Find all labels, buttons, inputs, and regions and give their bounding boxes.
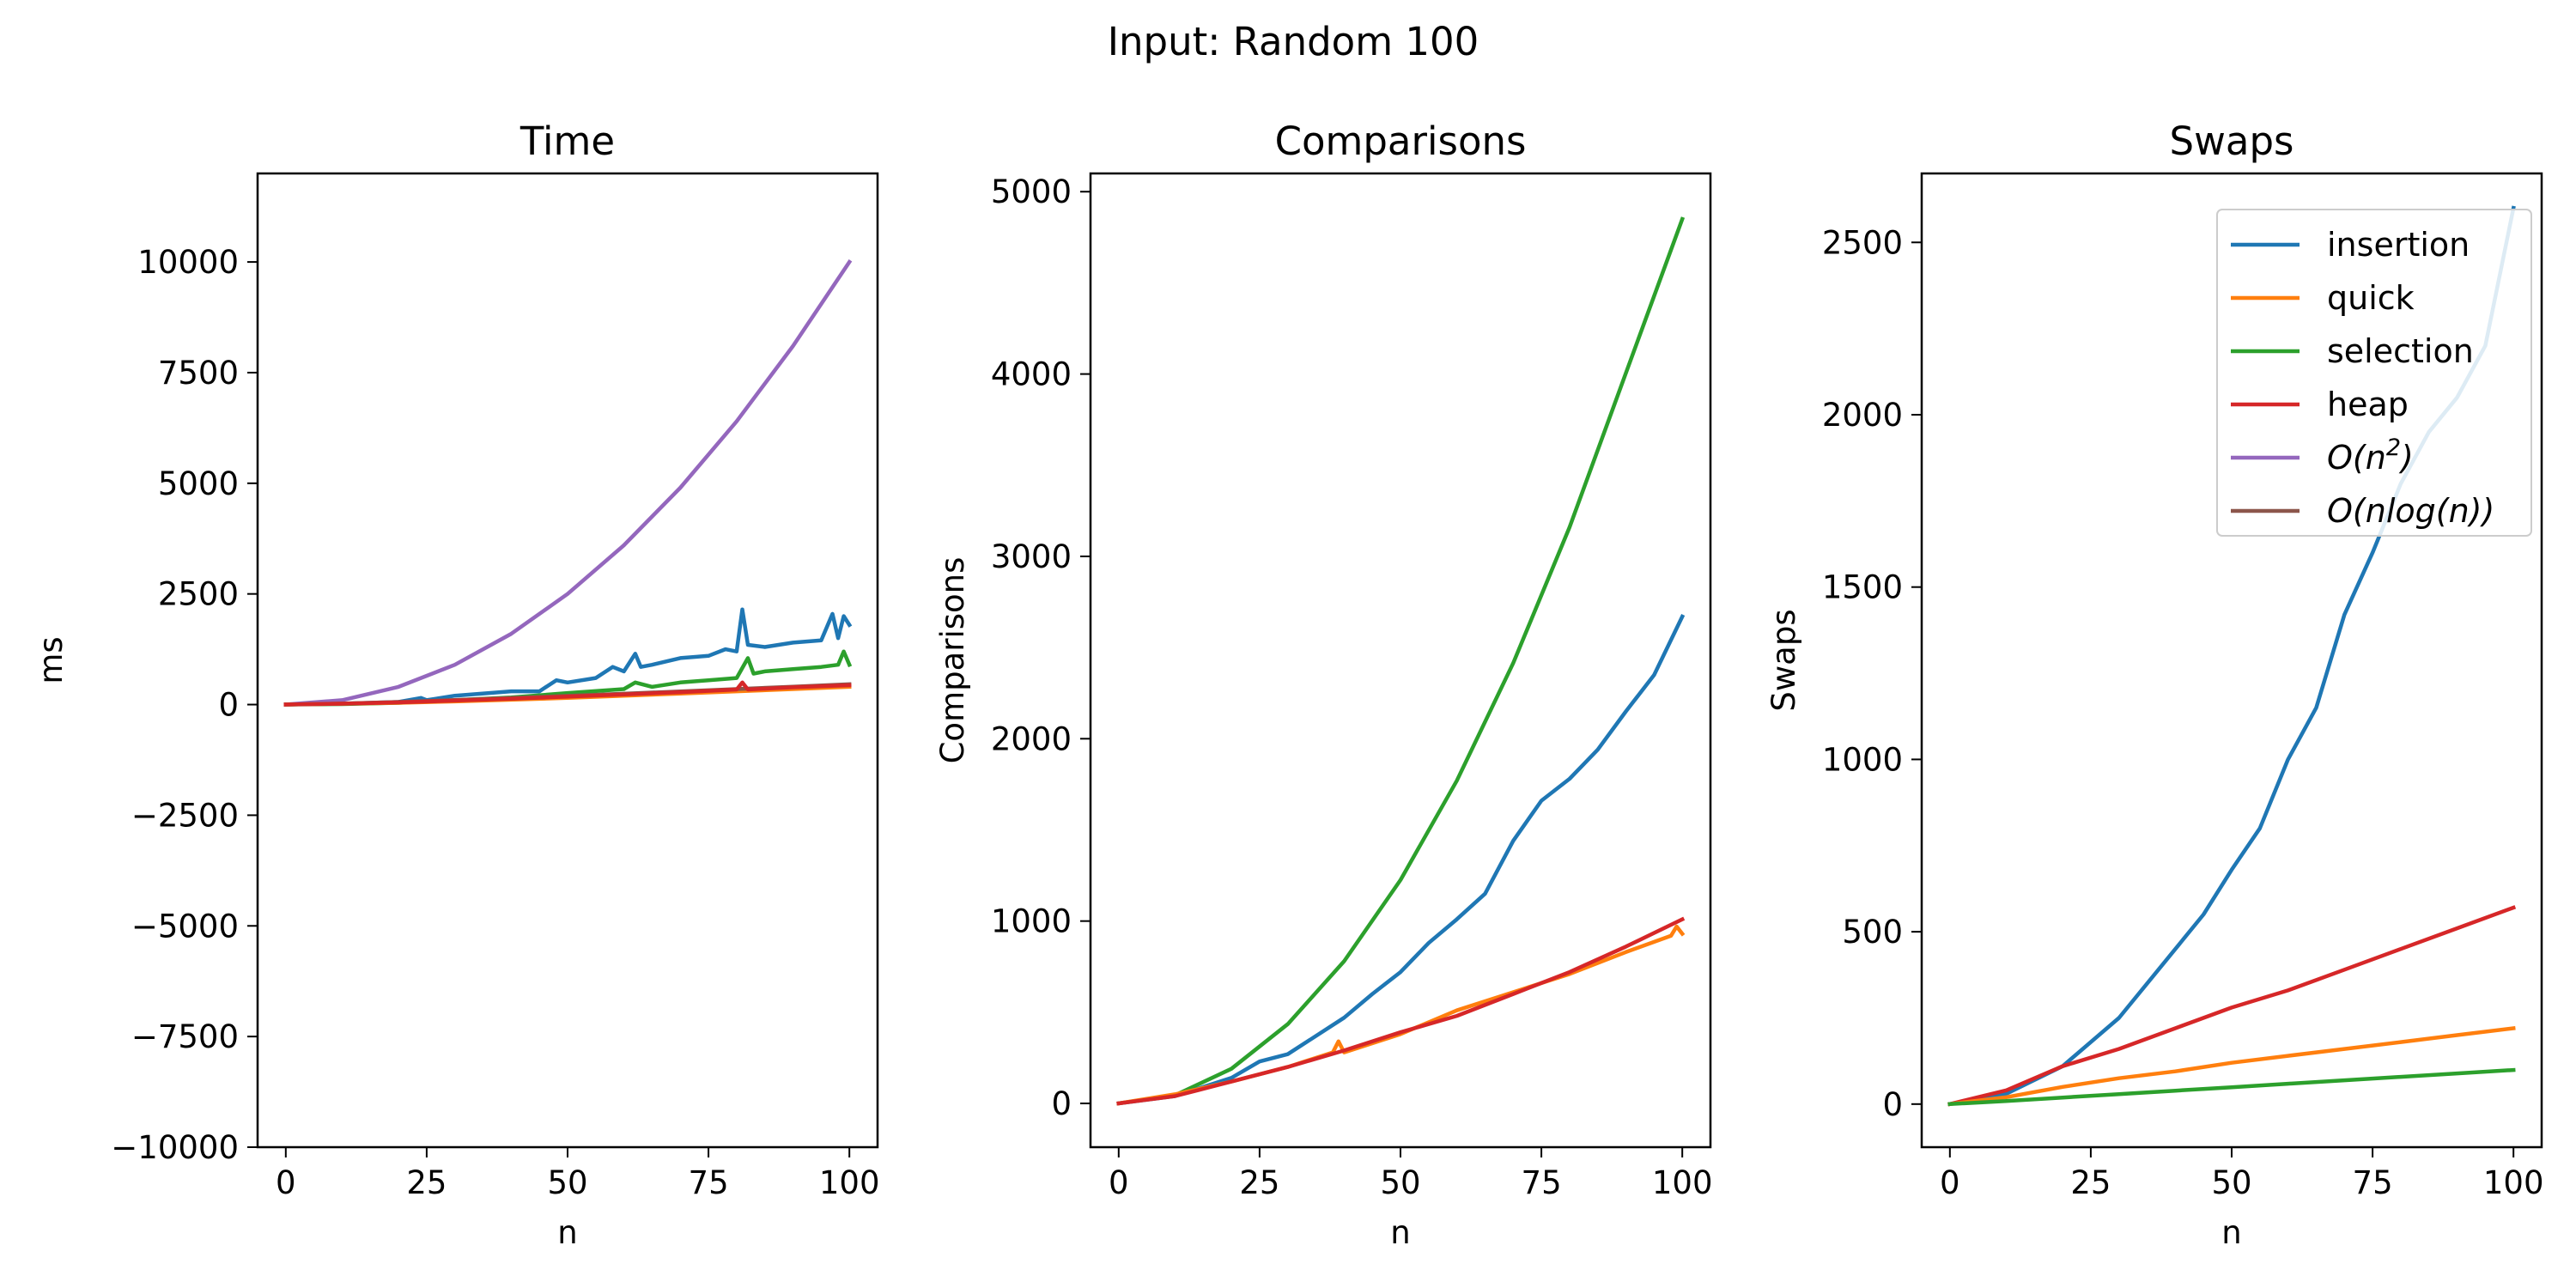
x-tick-label: 50 <box>2211 1164 2251 1201</box>
y-tick-label: 1500 <box>1822 569 1903 606</box>
legend-label-selection: selection <box>2327 332 2474 370</box>
y-tick-label: 5000 <box>158 465 239 502</box>
x-axis-label: n <box>1390 1214 1410 1251</box>
y-tick-label: 5000 <box>991 173 1072 210</box>
legend-frame <box>2216 209 2532 537</box>
panel-title: Time <box>519 118 615 164</box>
x-tick-label: 75 <box>1522 1164 1562 1201</box>
y-axis-label: Swaps <box>1765 609 1802 711</box>
series-line-heap <box>1116 916 1686 1106</box>
series-line-insertion <box>1116 613 1686 1106</box>
legend: insertion quick selection heap O(n2) O(nlog(n… <box>2216 209 2532 537</box>
y-axis-label: ms <box>33 636 70 683</box>
x-axis-label: n <box>2221 1214 2241 1251</box>
x-tick-label: 25 <box>1239 1164 1279 1201</box>
legend-label-on2: O(n2) <box>2327 434 2414 477</box>
x-tick-label: 100 <box>1652 1164 1713 1201</box>
x-tick-label: 0 <box>1109 1164 1129 1201</box>
y-tick-label: −2500 <box>131 797 239 834</box>
y-tick-label: 1000 <box>991 903 1072 940</box>
y-axis-label: Comparisons <box>934 557 971 764</box>
series-group <box>1116 216 1686 1106</box>
figure-title: Input: Random 100 <box>1108 19 1479 64</box>
y-tick-label: 3000 <box>991 538 1072 575</box>
series-line-selection <box>1947 1067 2516 1107</box>
x-tick-label: 25 <box>406 1164 447 1201</box>
x-tick-label: 100 <box>819 1164 880 1201</box>
series-line-on2 <box>283 258 853 707</box>
x-tick-label: 75 <box>2353 1164 2393 1201</box>
y-tick-label: 2000 <box>1822 397 1903 434</box>
x-tick-label: 50 <box>547 1164 587 1201</box>
legend-label-quick: quick <box>2327 279 2415 317</box>
subplot-1: 0 25 50 75 100010002000300040005000Compariso… <box>934 118 1712 1251</box>
x-tick-label: 0 <box>1940 1164 1960 1201</box>
series-line-insertion <box>283 607 853 707</box>
y-tick-label: 2500 <box>158 576 239 613</box>
legend-label-insertion: insertion <box>2327 226 2470 264</box>
x-tick-label: 100 <box>2483 1164 2544 1201</box>
y-tick-label: 0 <box>1882 1086 1903 1123</box>
y-tick-label: 0 <box>218 687 239 724</box>
x-tick-label: 25 <box>2070 1164 2111 1201</box>
legend-label-onlogn: O(nlog(n)) <box>2327 492 2494 530</box>
panel-title: Comparisons <box>1275 118 1527 164</box>
series-line-heap <box>283 680 852 707</box>
x-axis-label: n <box>557 1214 577 1251</box>
y-tick-label: 2500 <box>1822 224 1903 261</box>
x-tick-label: 50 <box>1380 1164 1420 1201</box>
y-tick-label: 4000 <box>991 356 1072 393</box>
series-line-selection <box>1116 216 1686 1106</box>
subplot-panels: 0 25 50 75 100−10000−7500−5000−2500025005000… <box>33 118 2543 1251</box>
y-tick-label: −5000 <box>131 908 239 945</box>
x-tick-label: 75 <box>689 1164 729 1201</box>
series-line-heap <box>1947 905 2517 1107</box>
x-tick-label: 0 <box>276 1164 296 1201</box>
series-line-quick <box>1947 1025 2516 1107</box>
legend-label-heap: heap <box>2327 386 2409 423</box>
y-tick-label: 2000 <box>991 720 1072 757</box>
y-tick-label: 0 <box>1051 1085 1072 1122</box>
y-tick-label: 1000 <box>1822 741 1903 778</box>
panel-title: Swaps <box>2170 118 2294 164</box>
y-tick-label: −10000 <box>111 1129 239 1166</box>
y-tick-label: 500 <box>1842 914 1903 951</box>
series-group <box>283 258 853 707</box>
y-tick-label: 10000 <box>137 244 239 281</box>
y-tick-label: −7500 <box>131 1018 239 1055</box>
y-tick-label: 7500 <box>158 355 239 392</box>
subplot-0: 0 25 50 75 100 −10000 −7500 −5000 −2500 0 2500 5000… <box>33 118 879 1251</box>
